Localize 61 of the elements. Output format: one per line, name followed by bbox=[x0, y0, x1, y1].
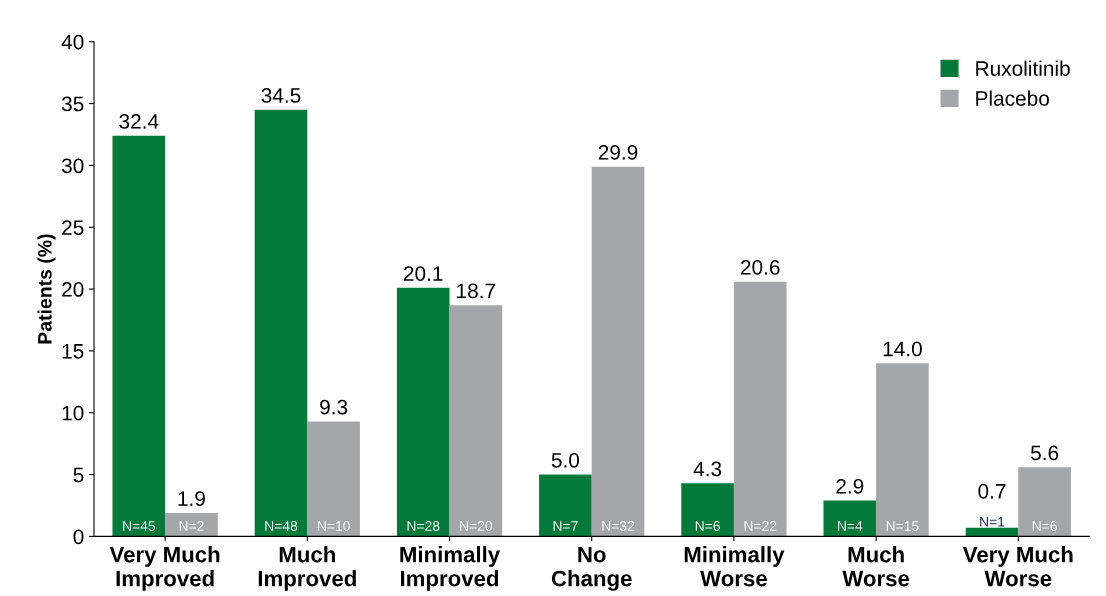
data-label: 2.9 bbox=[836, 478, 864, 494]
bar bbox=[307, 421, 360, 537]
x-tick-label: No Change bbox=[551, 546, 632, 591]
x-tick-label: Very Much Worse bbox=[962, 546, 1073, 587]
data-label: 1.9 bbox=[178, 491, 205, 507]
data-label: 18.7 bbox=[457, 283, 496, 299]
data-label: 20.6 bbox=[740, 259, 780, 275]
annotation: N=4 bbox=[838, 521, 863, 531]
data-label: 5.6 bbox=[1030, 445, 1059, 461]
y-tick-label: 35 bbox=[61, 96, 84, 112]
bar bbox=[449, 305, 503, 537]
x-tick-label: Minimally Worse bbox=[684, 546, 785, 587]
bar bbox=[591, 166, 645, 537]
data-label: 5.0 bbox=[551, 452, 580, 468]
annotation: N=2 bbox=[179, 521, 204, 531]
annotation: N=1 bbox=[980, 517, 1005, 527]
annotation: N=7 bbox=[553, 521, 578, 531]
bar bbox=[396, 287, 450, 537]
annotation: N=48 bbox=[265, 521, 298, 531]
data-label: 9.3 bbox=[320, 399, 348, 415]
annotation: N=45 bbox=[123, 521, 156, 531]
y-tick-label: 5 bbox=[73, 467, 84, 483]
annotation: N=22 bbox=[744, 521, 777, 531]
annotation: N=6 bbox=[695, 521, 720, 531]
x-tick-label: Much Improved bbox=[258, 546, 356, 591]
data-label: 20.1 bbox=[403, 266, 443, 281]
bar bbox=[681, 483, 734, 537]
y-tick-label: 20 bbox=[62, 282, 84, 297]
x-tick-label: Much Worse bbox=[842, 546, 910, 587]
annotation: N=32 bbox=[602, 521, 635, 531]
data-label: 34.5 bbox=[261, 88, 301, 103]
y-tick-label: 30 bbox=[61, 158, 84, 174]
data-label: 32.4 bbox=[119, 114, 159, 129]
bar bbox=[539, 474, 592, 537]
bar bbox=[823, 500, 877, 537]
bar bbox=[165, 512, 218, 537]
annotation: N=20 bbox=[460, 521, 493, 531]
data-label: 29.9 bbox=[598, 144, 638, 160]
y-tick-label: 25 bbox=[62, 220, 84, 235]
bar bbox=[1018, 467, 1071, 537]
data-label: 0.7 bbox=[978, 483, 1006, 499]
bar bbox=[876, 363, 929, 537]
legend-label: Ruxolitinib bbox=[976, 60, 1070, 76]
x-tick-label: Very Much Improved bbox=[109, 546, 220, 591]
bar bbox=[254, 109, 308, 537]
bar bbox=[112, 135, 166, 537]
bar bbox=[733, 281, 787, 537]
data-label: 4.3 bbox=[693, 461, 722, 477]
y-tick-label: 15 bbox=[62, 344, 84, 359]
annotation: N=15 bbox=[886, 521, 919, 531]
annotation: N=6 bbox=[1032, 521, 1057, 531]
data-label: 14.0 bbox=[883, 341, 922, 357]
x-tick-label: Minimally Improved bbox=[400, 546, 501, 591]
y-tick-label: 0 bbox=[73, 529, 84, 545]
bar bbox=[965, 527, 1019, 537]
annotation: N=28 bbox=[407, 521, 440, 531]
legend-label: Placebo bbox=[976, 90, 1049, 106]
y-tick-label: 10 bbox=[62, 405, 84, 421]
annotation: N=10 bbox=[317, 521, 350, 531]
y-tick-label: 40 bbox=[61, 34, 84, 50]
y-axis-title: Patients (%) bbox=[37, 234, 56, 344]
